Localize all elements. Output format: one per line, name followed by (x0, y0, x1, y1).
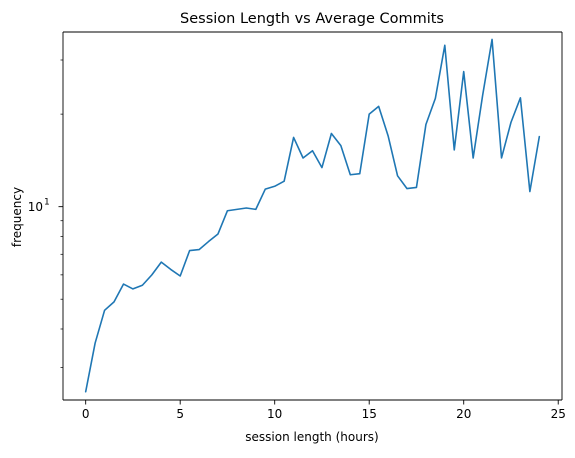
y-axis-title: frequency (10, 187, 24, 247)
x-tick-label: 10 (267, 407, 282, 421)
y-tick-label-exponent: 1 (44, 198, 50, 208)
x-tick-label: 25 (551, 407, 566, 421)
x-tick-label: 15 (362, 407, 377, 421)
x-tick-label: 20 (456, 407, 471, 421)
series-line (84, 38, 541, 393)
chart-title: Session Length vs Average Commits (180, 11, 444, 27)
x-tick-label: 5 (176, 407, 184, 421)
x-tick-label: 0 (82, 407, 90, 421)
x-axis-title: session length (hours) (245, 430, 378, 444)
y-tick-label: 10 (28, 200, 43, 214)
